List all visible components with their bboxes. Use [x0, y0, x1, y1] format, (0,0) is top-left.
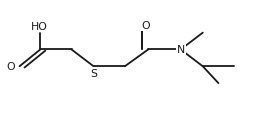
Text: S: S	[90, 68, 97, 78]
Text: HO: HO	[31, 22, 47, 32]
Text: O: O	[141, 21, 150, 31]
Text: O: O	[6, 62, 15, 72]
Text: N: N	[177, 45, 185, 55]
